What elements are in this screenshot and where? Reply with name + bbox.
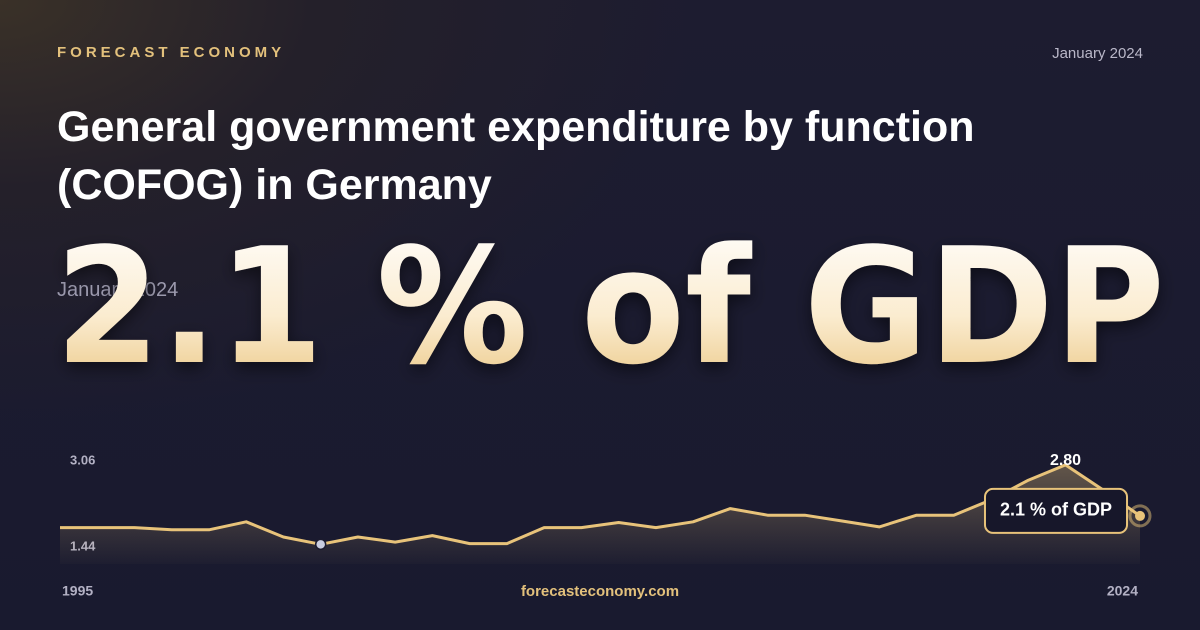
- footer: forecasteconomy.com: [521, 583, 679, 600]
- brand: FORECAST ECONOMY: [57, 44, 286, 61]
- y-tick-label: 3.06: [70, 452, 95, 467]
- headline: 2.1 % of GDP: [55, 213, 1165, 400]
- title: General government expenditure by functi…: [57, 103, 975, 209]
- x-tick-label: 1995: [62, 583, 93, 599]
- line: [60, 463, 1141, 546]
- area: [60, 464, 1140, 564]
- peak-label: 2.80: [1050, 452, 1081, 469]
- end-point: [1135, 510, 1145, 521]
- date-faded: January 2024: [57, 279, 179, 301]
- end-ring: [1128, 504, 1152, 528]
- callout-box: [983, 487, 1129, 534]
- callout-label: 2.1 % of GDP: [1000, 500, 1112, 520]
- date: January 2024: [1052, 45, 1143, 62]
- x-tick-label: 2024: [1107, 583, 1138, 599]
- min-point: [314, 538, 327, 551]
